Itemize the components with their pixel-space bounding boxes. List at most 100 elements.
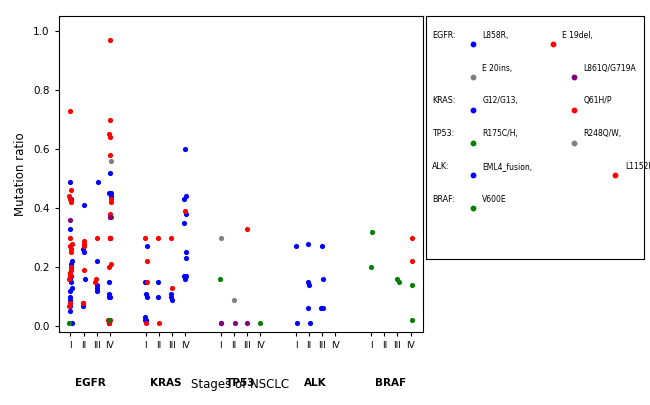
Point (65, 276, 75, 282)
Text: EGFR:: EGFR: (432, 31, 456, 40)
Point (64, 299, 75, 306)
Point (64, 320, 75, 326)
Point (216, 234, 226, 241)
Point (179, 220, 189, 226)
Point (216, 320, 226, 326)
Point (103, 264, 114, 271)
Point (303, 305, 313, 312)
Point (92, 258, 102, 264)
Point (215, 320, 226, 326)
Point (92, 285, 103, 291)
Point (64, 273, 75, 279)
Point (104, 294, 114, 300)
Text: KRAS: KRAS (150, 378, 181, 388)
Text: EGFR: EGFR (75, 378, 105, 388)
X-axis label: Stages of NSCLC: Stages of NSCLC (192, 378, 289, 391)
Text: KRAS:: KRAS: (432, 96, 456, 105)
Point (153, 279, 163, 285)
Point (66, 249, 76, 256)
Point (179, 146, 190, 152)
Text: EML4_fusion,: EML4_fusion, (482, 162, 532, 171)
Point (104, 234, 114, 241)
Point (106, 261, 116, 267)
Point (391, 276, 402, 282)
Point (179, 273, 190, 279)
Point (180, 276, 190, 282)
Text: TP53: TP53 (226, 378, 255, 388)
Point (106, 196, 116, 202)
Point (305, 320, 315, 326)
Point (318, 305, 328, 312)
Point (229, 296, 239, 303)
Point (66, 261, 76, 267)
Point (104, 36, 114, 43)
Point (303, 240, 313, 247)
Y-axis label: Mutation ratio: Mutation ratio (14, 132, 27, 216)
Point (241, 320, 252, 326)
Point (64, 217, 75, 223)
Text: R248Q/W,: R248Q/W, (584, 129, 621, 138)
Point (304, 281, 314, 288)
Point (79, 202, 89, 209)
Point (77, 302, 88, 309)
Point (79, 267, 89, 273)
Point (166, 285, 177, 291)
Point (140, 317, 150, 324)
Text: G12/G13,: G12/G13, (482, 96, 518, 105)
Point (66, 240, 77, 247)
Point (64, 302, 75, 309)
Point (166, 234, 176, 241)
Point (105, 169, 115, 176)
Point (80, 276, 90, 282)
Point (65, 270, 75, 276)
Point (67, 258, 77, 264)
Point (103, 290, 114, 297)
Point (105, 317, 115, 324)
Point (66, 285, 77, 291)
Point (140, 317, 151, 324)
Point (104, 320, 114, 326)
Point (318, 276, 328, 282)
Point (66, 264, 76, 271)
Point (106, 190, 116, 196)
Point (64, 294, 75, 300)
Point (90, 279, 101, 285)
Point (393, 279, 404, 285)
Point (166, 296, 177, 303)
Point (140, 314, 150, 321)
Point (64, 193, 74, 200)
Point (105, 134, 115, 141)
Point (65, 226, 75, 232)
Point (153, 234, 163, 241)
Text: L1152R: L1152R (625, 162, 650, 171)
Point (66, 246, 76, 253)
Point (317, 243, 328, 250)
Point (78, 299, 88, 306)
Point (291, 243, 302, 250)
Point (66, 196, 76, 202)
Text: V600E: V600E (482, 195, 507, 204)
Point (181, 255, 192, 262)
Point (105, 193, 116, 200)
Point (179, 196, 190, 202)
Point (64, 276, 74, 282)
Point (166, 294, 176, 300)
Text: ALK:: ALK: (432, 162, 450, 171)
Point (181, 193, 191, 200)
Point (229, 320, 240, 326)
Point (105, 294, 116, 300)
Point (367, 228, 378, 235)
Text: L858R,: L858R, (482, 31, 509, 40)
Point (104, 320, 114, 326)
Point (242, 226, 252, 232)
Point (106, 199, 116, 205)
Point (65, 178, 75, 185)
Text: BRAF: BRAF (375, 378, 406, 388)
Point (140, 320, 151, 326)
Point (66, 279, 76, 285)
Point (140, 234, 150, 241)
Text: E 19del,: E 19del, (562, 31, 593, 40)
Point (66, 267, 76, 273)
Point (92, 234, 103, 241)
Point (106, 214, 116, 220)
